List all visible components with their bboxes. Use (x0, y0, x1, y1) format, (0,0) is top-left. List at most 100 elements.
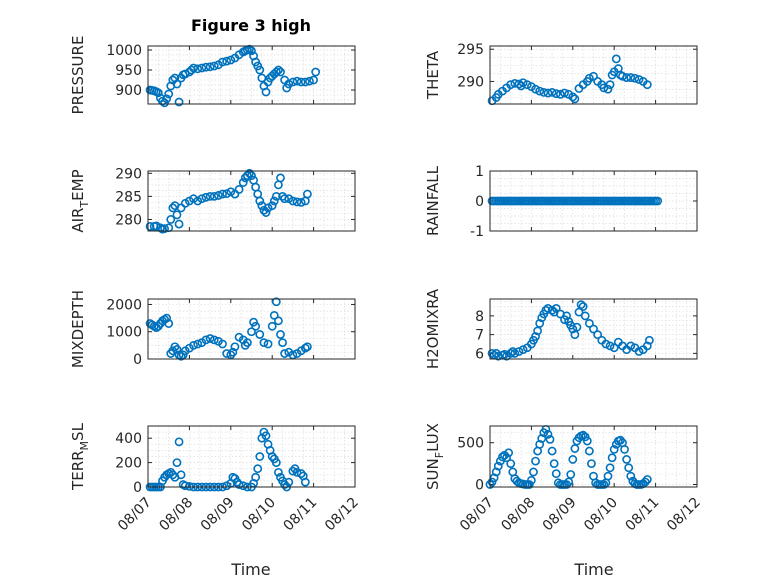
axes-frame (147, 45, 356, 105)
data-point (253, 464, 263, 474)
data-point (564, 477, 574, 487)
data-point (271, 458, 281, 467)
y-tick-label: 290 (115, 166, 142, 182)
data-point (193, 339, 203, 349)
data-point (271, 67, 281, 77)
data-point (611, 54, 621, 64)
data-point (549, 459, 559, 469)
data-point (276, 173, 285, 183)
data-point (626, 471, 636, 481)
data-point (562, 311, 571, 321)
data-point (570, 94, 580, 104)
x-tick-label: 08/10 (581, 495, 621, 535)
data-point (234, 480, 244, 489)
data-point (605, 341, 615, 351)
y-tick-label: 0 (475, 477, 484, 493)
data-point (247, 327, 256, 337)
data-point (531, 332, 540, 341)
data-point (276, 67, 285, 77)
data-point (618, 71, 627, 81)
data-point (541, 305, 551, 315)
data-point (292, 467, 302, 477)
y-tick-label: 1000 (106, 43, 142, 59)
data-point (578, 430, 588, 440)
data-point (622, 455, 632, 464)
data-point (570, 444, 580, 453)
data-point (209, 191, 219, 201)
data-point (205, 191, 215, 201)
data-point (213, 191, 223, 200)
y-tick-label: 400 (115, 431, 142, 447)
data-point (518, 78, 528, 88)
data-point (609, 343, 619, 353)
y-axis-label: SUNFLUX (424, 423, 446, 490)
subplot-pressure: 900 950 1000 PRESSURE (69, 36, 356, 115)
data-point (251, 472, 261, 482)
x-tick-label: 08/07 (115, 495, 155, 535)
axes-frame (147, 425, 356, 488)
x-tick-label: 08/07 (457, 495, 497, 535)
data-point (545, 434, 555, 444)
y-tick-label: 295 (457, 42, 484, 58)
data-point (209, 61, 219, 71)
data-points (487, 54, 652, 106)
y-tick-label: 1000 (106, 325, 142, 341)
data-point (531, 84, 540, 94)
data-point (218, 57, 227, 67)
data-point (255, 330, 265, 339)
data-point (201, 192, 211, 202)
data-point (580, 311, 590, 321)
data-point (271, 297, 281, 307)
data-point (162, 313, 172, 323)
data-point (570, 330, 580, 340)
axes-frame (489, 298, 698, 360)
data-point (498, 452, 507, 462)
data-point (568, 455, 578, 464)
data-point (180, 481, 190, 491)
x-tick-label: 08/09 (198, 495, 238, 535)
data-point (626, 341, 636, 351)
data-point (593, 330, 603, 340)
data-point (201, 62, 211, 72)
data-point (288, 77, 298, 87)
data-points (145, 168, 312, 234)
data-point (276, 330, 285, 339)
y-tick-label: 8 (475, 309, 484, 325)
y-tick-label: 900 (115, 83, 142, 99)
data-point (180, 69, 190, 79)
y-tick-label: 2000 (106, 297, 142, 313)
y-tick-label: -1 (470, 224, 484, 240)
data-points (145, 44, 321, 108)
data-point (309, 75, 318, 85)
data-point (551, 469, 561, 479)
data-point (184, 481, 194, 491)
data-point (209, 335, 219, 345)
data-points (487, 300, 654, 361)
subplot-sun-flux: 0 500 08/07 08/08 08/09 08/10 08/11 08/12 SUNFLU… (424, 423, 704, 534)
subplot-terr-msl: 0 200 400 08/07 08/08 08/09 08/10 08/11 08/12 TER… (69, 422, 362, 534)
y-tick-label: 0 (133, 480, 142, 496)
grid-lines (489, 46, 698, 104)
data-point (222, 189, 232, 199)
data-point (300, 477, 310, 487)
data-point (267, 201, 277, 211)
data-point (574, 307, 584, 317)
data-point (508, 347, 518, 356)
y-axis-label: TERRMSL (69, 422, 91, 491)
data-point (634, 75, 644, 84)
y-axis-label: PRESSURE (69, 36, 87, 115)
data-point (274, 467, 283, 477)
data-point (587, 459, 596, 469)
data-point (560, 88, 569, 98)
data-point (172, 79, 182, 89)
data-point (584, 318, 594, 328)
axes-frame (147, 298, 356, 360)
data-point (153, 88, 163, 98)
data-point (168, 203, 178, 213)
data-point (568, 92, 578, 102)
data-point (257, 73, 267, 83)
data-point (506, 80, 516, 90)
data-point (311, 67, 321, 77)
